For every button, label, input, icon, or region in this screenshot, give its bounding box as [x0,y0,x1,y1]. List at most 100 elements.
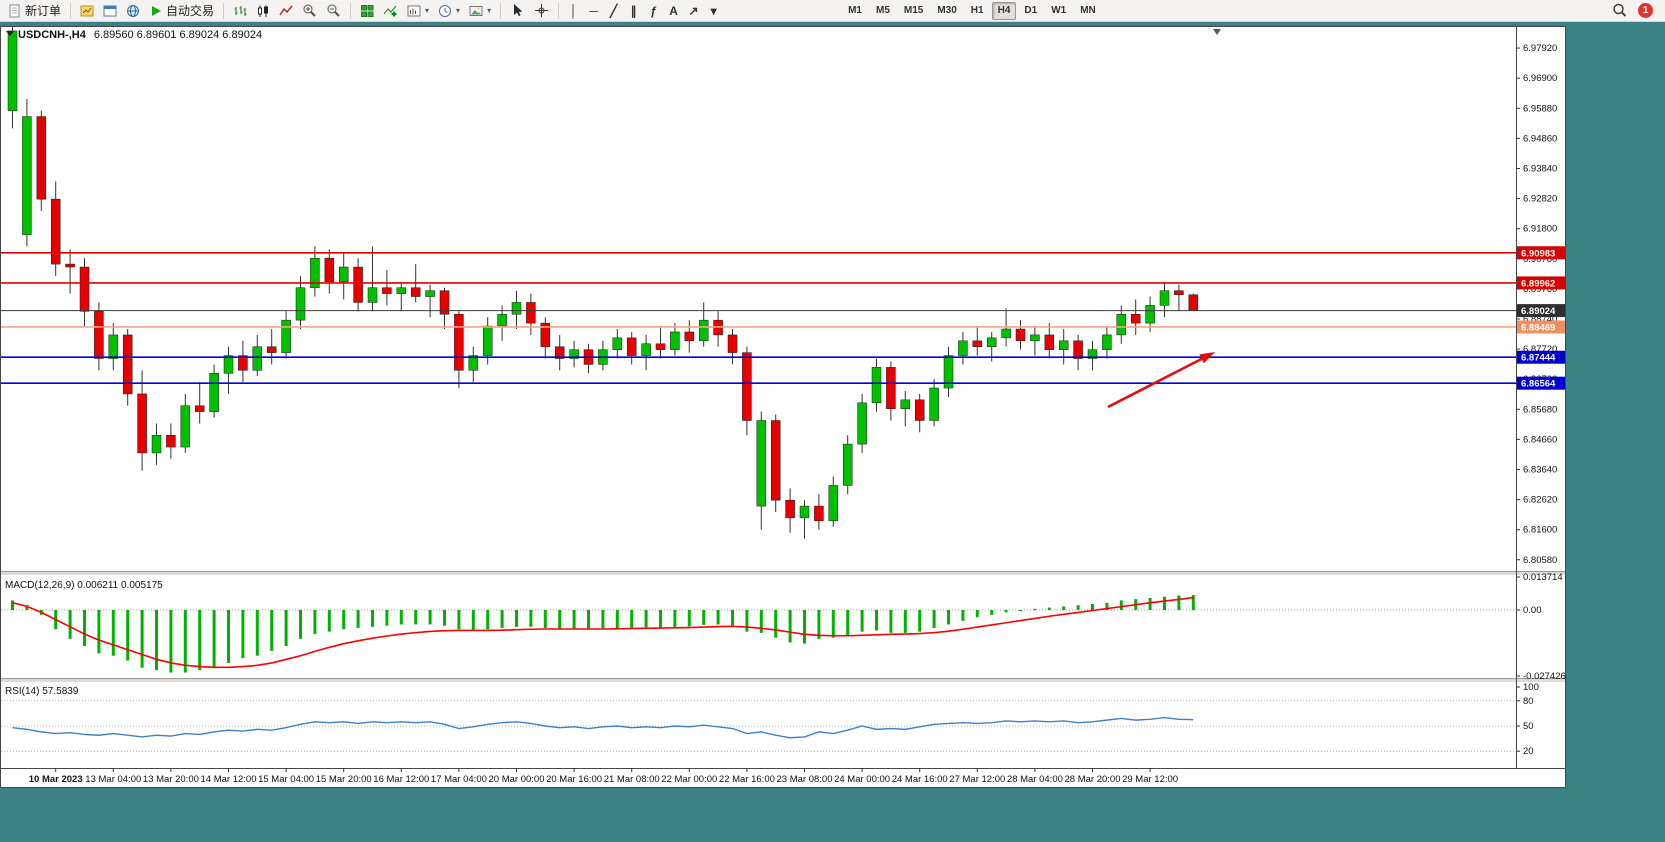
symbol-dropdown-icon[interactable] [6,31,14,36]
timeframe-toolbar: M1 M5 M15 M30 H1 H4 D1 W1 MN [842,1,1102,20]
candle [367,287,378,303]
price-axis-label: 6.95880 [1523,103,1557,114]
macd-axis-label: -0.027426 [1523,671,1566,682]
bar-chart-mode-button[interactable] [229,1,251,21]
candlestick-mode-button[interactable] [252,1,274,21]
timeframe-h4[interactable]: H4 [991,1,1017,20]
candle [396,287,407,294]
crosshair-tool-button[interactable] [530,1,553,21]
price-axis-label: 6.84660 [1523,434,1557,445]
rsi-line [12,716,1194,739]
candle [425,290,435,297]
chart-shift-marker[interactable] [1213,29,1221,35]
tile-windows-button[interactable] [356,1,378,21]
more-tools-button[interactable]: ▾ [704,1,723,21]
candle [914,399,925,421]
time-axis-label: 10 Mar 2023 [29,774,83,785]
timeframe-m1[interactable]: M1 [842,2,868,20]
candle [1030,334,1040,342]
candle [252,346,263,371]
price-level-tag: 6.86564 [1517,376,1565,390]
chart-header: USDCNH-,H4 6.89560 6.89601 6.89024 6.8902… [6,29,262,41]
candle [1145,305,1155,324]
price-axis-label: 6.81600 [1523,525,1557,536]
chart-canvas[interactable]: MACD(12,26,9) 0.006211 0.005175 RSI(14) 5… [0,26,1566,788]
candle [310,257,320,288]
timeframe-w1[interactable]: W1 [1045,2,1072,20]
macd-pane[interactable]: MACD(12,26,9) 0.006211 0.005175 [1,580,1516,673]
candle [727,334,738,353]
line-chart-mode-button[interactable] [275,1,297,21]
bar-chart-icon [234,5,247,16]
candle [194,405,205,412]
price-axis-label: 6.88740 [1523,314,1557,325]
zoom-out-icon [327,4,340,17]
time-axis-label: 20 Mar 00:00 [489,774,545,785]
arrows-tool[interactable]: ↗ [684,1,703,21]
toolbar-separator [558,2,560,19]
fibonacci-tool[interactable]: ƒ [644,1,663,21]
indicators-button[interactable] [379,1,402,21]
candle [209,373,219,412]
price-axis-label: 6.87720 [1523,344,1557,355]
autotrading-button[interactable]: 自动交易 [145,1,218,21]
candle [22,116,32,235]
pane-separator[interactable] [1,678,1565,682]
time-axis-label: 15 Mar 04:00 [258,774,314,785]
rsi-pane[interactable]: RSI(14) 57.5839 [1,686,1516,752]
timeframe-mn[interactable]: MN [1074,2,1102,20]
candle [1174,290,1184,296]
timeframe-m5[interactable]: M5 [870,2,896,20]
svg-text:6.86564: 6.86564 [1521,379,1556,390]
vertical-line-icon: │ [569,3,578,18]
candle [324,257,335,283]
zoom-in-button[interactable] [298,1,321,21]
channel-tool[interactable]: ∥ [624,1,643,21]
candle [1087,349,1098,359]
candle [482,325,493,356]
candle [122,334,133,395]
price-pane[interactable] [1,26,1516,539]
horizontal-line-tool[interactable]: ─ [584,1,603,21]
zoom-out-button[interactable] [322,1,345,21]
macd-axis-label: 0.00 [1523,605,1542,616]
timeframe-m15[interactable]: M15 [898,2,929,20]
timeframe-m30[interactable]: M30 [931,2,962,20]
charts-menu-button[interactable] [76,1,98,21]
new-order-label: 新订单 [25,4,62,18]
timeframe-d1[interactable]: D1 [1018,2,1043,20]
time-axis-label: 24 Mar 00:00 [834,774,890,785]
templates-button[interactable]: ▾ [465,1,495,21]
vertical-line-tool[interactable]: │ [564,1,583,21]
trendline-icon: ╱ [609,3,618,18]
macd-axis-label: 0.013714 [1523,572,1563,583]
candle [94,311,104,359]
cursor-tool-button[interactable] [506,1,529,21]
time-axis-label: 22 Mar 00:00 [661,774,717,785]
pane-separator[interactable] [1,571,1565,575]
price-axis-label: 6.91800 [1523,224,1557,235]
notification-badge[interactable]: 1 [1638,3,1653,18]
arrow-annotation[interactable] [1107,354,1208,409]
price-axis-label: 6.94860 [1523,133,1557,144]
more-tools-icon: ▾ [710,3,717,18]
chart-window: MACD(12,26,9) 0.006211 0.005175 RSI(14) 5… [0,26,1566,788]
periods-button[interactable]: ▾ [434,1,464,21]
candle [828,485,839,522]
candle [1130,314,1141,324]
search-button[interactable] [1608,1,1631,21]
search-icon [1613,3,1627,17]
new-order-button[interactable]: 新订单 [4,1,65,21]
trendline-tool[interactable]: ╱ [604,1,623,21]
indicators-icon [383,5,397,17]
arrows-tool-icon: ↗ [688,3,699,18]
tile-windows-icon [361,4,374,17]
navigator-button[interactable] [122,1,144,21]
zoom-in-icon [303,4,316,17]
candle [929,387,939,421]
market-watch-button[interactable] [99,1,121,21]
text-tool[interactable]: A [664,1,683,21]
timeframe-h1[interactable]: H1 [965,2,990,20]
new-chart-button[interactable]: ▾ [403,1,433,21]
time-axis-label: 17 Mar 04:00 [431,774,487,785]
